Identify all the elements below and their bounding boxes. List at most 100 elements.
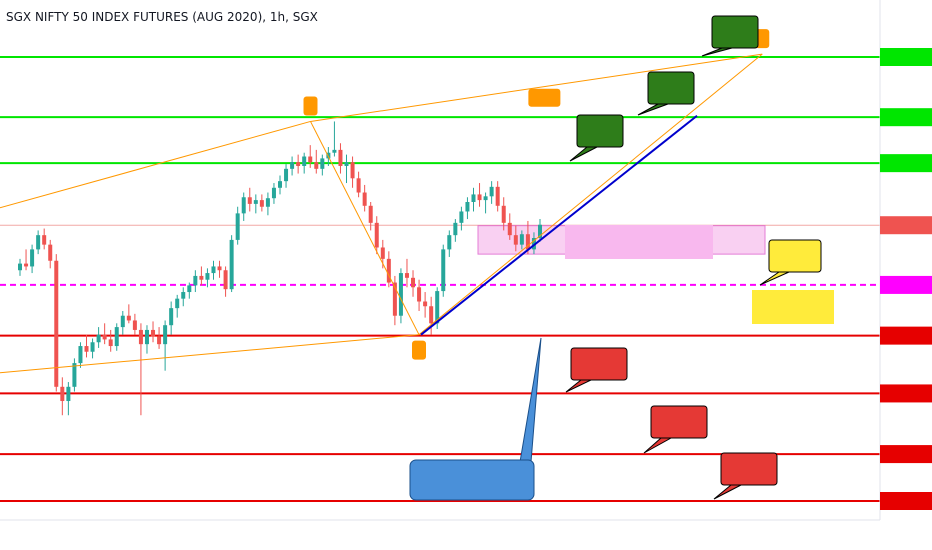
candle-body	[519, 234, 524, 245]
candle-body	[163, 325, 168, 345]
candle-body	[247, 197, 252, 204]
candle-body	[42, 235, 47, 245]
price-tag	[880, 216, 932, 235]
price-tag	[880, 384, 932, 403]
candle-body	[350, 162, 355, 179]
price-tag	[880, 275, 932, 294]
candle-body	[374, 222, 379, 248]
candle-body	[296, 162, 301, 166]
callout-box	[711, 15, 759, 49]
callout-pointer	[643, 437, 673, 454]
ratio-line-ac	[0, 334, 420, 374]
sell-box	[409, 459, 535, 501]
leg-cd	[418, 53, 763, 336]
callout-box	[720, 452, 778, 486]
candle-body	[411, 277, 416, 288]
candle-body	[435, 291, 440, 324]
sell-pointer	[519, 337, 542, 463]
candle-body	[120, 315, 125, 328]
candles	[18, 121, 542, 416]
callout-pointer	[701, 47, 733, 57]
candle-body	[380, 247, 385, 259]
candle-body	[84, 346, 89, 352]
candle-body	[217, 266, 222, 271]
candle-body	[362, 192, 367, 206]
candle-body	[102, 334, 107, 340]
point-badge	[755, 29, 770, 49]
axis-background	[880, 0, 932, 550]
ratio-line-bd	[310, 53, 763, 122]
candle-body	[513, 235, 518, 245]
candle-body	[72, 363, 77, 387]
callout-box	[768, 239, 822, 273]
candle-body	[290, 162, 295, 169]
stop-loss-bg	[752, 290, 834, 324]
leg-bc	[310, 121, 420, 335]
candle-body	[338, 149, 343, 166]
candle-body	[465, 201, 470, 212]
candle-body	[320, 158, 325, 169]
candle-body	[314, 162, 319, 169]
candle-body	[332, 149, 337, 153]
ratio-badge	[528, 88, 561, 107]
candle-body	[54, 260, 59, 387]
price-tag	[880, 48, 932, 66]
candle-body	[108, 339, 113, 347]
candle-body	[138, 329, 143, 345]
candle-body	[30, 249, 35, 267]
candle-body	[223, 270, 228, 290]
candle-body	[441, 249, 446, 292]
candle-body	[525, 234, 530, 250]
candle-body	[18, 263, 22, 271]
candle-body	[181, 292, 186, 299]
callout-box	[576, 114, 624, 148]
candle-body	[302, 156, 307, 166]
candle-body	[495, 186, 500, 206]
candle-body	[386, 258, 391, 283]
callout-pointer	[759, 271, 790, 286]
price-tag	[880, 154, 932, 173]
candle-body	[193, 275, 198, 286]
harmonic-pattern	[0, 29, 770, 374]
candle-body	[199, 275, 204, 280]
candle-body	[259, 200, 264, 207]
candle-body	[187, 285, 192, 293]
callout-pointer	[637, 103, 669, 116]
candle-body	[132, 320, 137, 330]
candle-body	[241, 197, 246, 214]
candle-body	[453, 222, 458, 236]
candle-body	[126, 315, 131, 321]
candle-body	[96, 334, 101, 343]
point-badge	[303, 96, 318, 116]
candle-body	[253, 200, 258, 204]
candle-body	[531, 238, 536, 250]
candle-body	[483, 196, 488, 201]
callout-box	[570, 347, 628, 381]
candle-body	[404, 273, 409, 278]
candle-body	[398, 273, 403, 316]
candle-body	[36, 235, 41, 250]
callout-pointer	[569, 146, 598, 162]
trend-line	[420, 114, 698, 336]
zones	[477, 225, 834, 324]
candle-body	[271, 187, 276, 199]
candle-body	[344, 162, 349, 166]
candle-body	[507, 222, 512, 236]
price-tag	[880, 108, 932, 127]
candle-body	[151, 329, 156, 337]
candle-body	[392, 282, 397, 316]
candle-body	[265, 198, 270, 207]
candle-body	[90, 342, 95, 352]
candle-body	[471, 194, 476, 202]
candle-body	[66, 386, 71, 402]
callout-pointer	[713, 484, 742, 500]
price-levels	[0, 56, 880, 502]
candle-body	[144, 329, 149, 345]
candle-body	[477, 194, 482, 201]
candle-body	[284, 168, 289, 182]
callout-box	[647, 71, 695, 105]
callout-pointer	[565, 379, 592, 393]
candle-body	[157, 336, 162, 345]
leg-ab	[0, 120, 311, 209]
